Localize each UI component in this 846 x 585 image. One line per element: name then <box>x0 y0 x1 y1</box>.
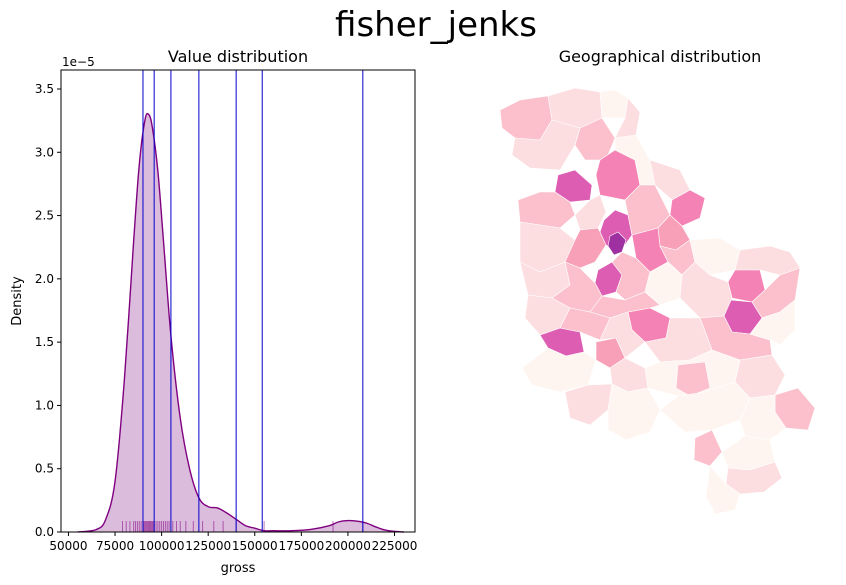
map-region <box>521 347 597 393</box>
map-region <box>599 311 646 359</box>
map-region <box>675 361 711 397</box>
class-breaks-layer <box>142 70 364 532</box>
x-tick-label: 75000 <box>96 539 134 553</box>
y-offset-label: 1e−5 <box>62 55 95 69</box>
kde-chart: Value distribution 1e−5 50000 75000 100000… <box>10 47 417 576</box>
y-tick-label: 0.5 <box>35 462 54 476</box>
map-title: Geographical distribution <box>559 47 762 66</box>
y-tick-label: 1.5 <box>35 335 54 349</box>
x-tick-label: 200000 <box>325 539 371 553</box>
x-tick-label: 125000 <box>185 539 231 553</box>
map-region <box>693 429 723 467</box>
map-region <box>749 299 796 346</box>
map-region <box>614 97 641 139</box>
map-region <box>564 383 613 426</box>
y-tick-label: 2.5 <box>35 209 54 223</box>
figure-title: fisher_jenks <box>335 5 537 45</box>
x-tick-label: 100000 <box>139 539 185 553</box>
plot-frame <box>60 69 416 533</box>
map-region <box>739 394 787 441</box>
map-regions <box>499 87 816 515</box>
y-tick-label: 0.0 <box>35 525 54 539</box>
y-tick-label: 2.0 <box>35 272 54 286</box>
y-axis-ticks: 0.0 0.5 1.0 1.5 2.0 2.5 3.0 3.5 <box>35 82 61 539</box>
x-tick-label: 175000 <box>278 539 324 553</box>
kde-curve <box>77 112 404 533</box>
x-tick-label: 225000 <box>372 539 418 553</box>
map-region <box>511 119 581 171</box>
kde-line-layer <box>77 112 404 533</box>
map-region <box>705 465 741 515</box>
y-tick-label: 3.5 <box>35 82 54 96</box>
x-tick-label: 50000 <box>49 539 87 553</box>
map-region <box>607 383 661 441</box>
geo-map: Geographical distribution <box>499 47 816 515</box>
kde-fill-layer <box>77 113 404 532</box>
kde-chart-title: Value distribution <box>168 47 308 66</box>
x-tick-label: 150000 <box>232 539 278 553</box>
x-axis-ticks: 50000 75000 100000 125000 150000 175000 200000… <box>49 532 417 553</box>
y-tick-label: 3.0 <box>35 145 54 159</box>
x-axis-label: gross <box>221 561 256 576</box>
map-region <box>599 89 629 119</box>
map-region <box>564 227 607 269</box>
map-region <box>679 261 733 319</box>
y-axis-label: Density <box>10 276 25 326</box>
kde-area-fill <box>77 113 404 532</box>
y-tick-label: 1.0 <box>35 398 54 412</box>
